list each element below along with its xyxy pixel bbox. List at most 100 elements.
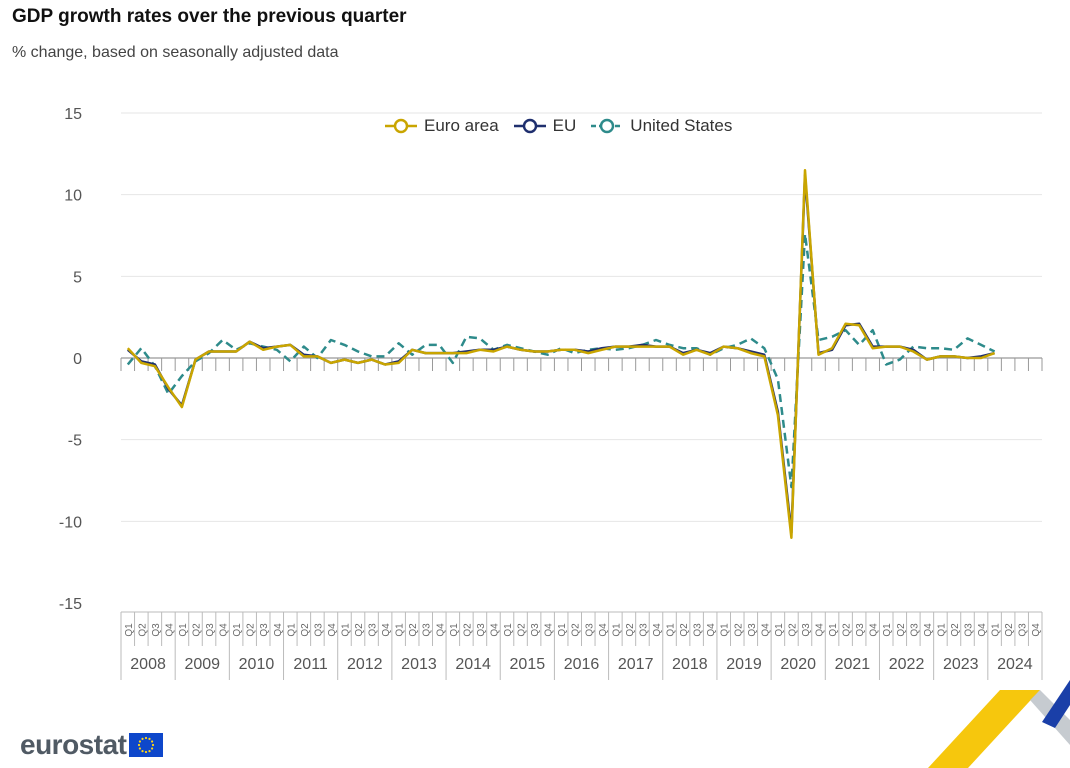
x-quarter-label: Q1 xyxy=(286,623,297,637)
x-year-label: 2016 xyxy=(564,656,600,673)
y-tick-label: -10 xyxy=(59,514,82,531)
x-quarter-label: Q3 xyxy=(638,623,649,637)
legend-label-eu: EU xyxy=(552,116,577,135)
x-quarter-label: Q1 xyxy=(991,623,1002,637)
x-quarter-label: Q1 xyxy=(232,623,243,637)
x-quarter-label: Q2 xyxy=(462,623,473,637)
x-quarter-label: Q4 xyxy=(977,623,988,637)
x-quarter-label: Q4 xyxy=(869,623,880,637)
x-quarter-label: Q4 xyxy=(706,623,717,637)
y-tick-label: 0 xyxy=(73,351,82,368)
x-quarter-label: Q2 xyxy=(137,623,148,637)
x-year-label: 2018 xyxy=(672,656,708,673)
legend-item-euro-area[interactable]: Euro area xyxy=(384,116,499,136)
x-year-label: 2019 xyxy=(726,656,762,673)
x-quarter-label: Q1 xyxy=(828,623,839,637)
y-tick-label: -15 xyxy=(59,596,82,613)
x-quarter-label: Q4 xyxy=(544,623,555,637)
x-quarter-label: Q3 xyxy=(530,623,541,637)
chart-grid xyxy=(120,112,1043,522)
x-year-label: 2020 xyxy=(780,656,816,673)
x-quarter-label: Q3 xyxy=(368,623,379,637)
chart-legend: Euro area EU United States xyxy=(384,116,732,136)
x-quarter-label: Q1 xyxy=(882,623,893,637)
x-quarter-label: Q4 xyxy=(1031,623,1042,637)
logo-text: eurostat xyxy=(20,729,127,760)
x-quarter-label: Q3 xyxy=(205,623,216,637)
x-quarter-label: Q4 xyxy=(219,623,230,637)
y-tick-label: 15 xyxy=(64,106,82,123)
x-quarter-label: Q4 xyxy=(435,623,446,637)
x-quarter-label: Q3 xyxy=(909,623,920,637)
x-year-label: 2022 xyxy=(889,656,925,673)
series-line-eu xyxy=(126,173,995,535)
x-quarter-label: Q4 xyxy=(381,623,392,637)
x-year-label: 2024 xyxy=(997,656,1033,673)
y-tick-label: 5 xyxy=(73,269,82,286)
legend-label-euro-area: Euro area xyxy=(424,116,499,135)
x-quarter-label: Q2 xyxy=(354,623,365,637)
x-year-label: 2014 xyxy=(455,656,491,673)
legend-marker-eu-icon xyxy=(513,118,546,134)
x-quarter-label: Q2 xyxy=(571,623,582,637)
x-quarter-label: Q1 xyxy=(936,623,947,637)
x-quarter-label: Q3 xyxy=(259,623,270,637)
legend-item-united-states[interactable]: United States xyxy=(590,116,732,136)
x-quarter-label: Q1 xyxy=(395,623,406,637)
x-quarter-label: Q3 xyxy=(584,623,595,637)
x-quarter-label: Q1 xyxy=(720,623,731,637)
x-quarter-label: Q1 xyxy=(449,623,460,637)
x-quarter-label: Q2 xyxy=(191,623,202,637)
x-quarter-label: Q3 xyxy=(801,623,812,637)
x-year-label: 2009 xyxy=(184,656,220,673)
x-quarter-label: Q2 xyxy=(842,623,853,637)
x-year-label: 2023 xyxy=(943,656,979,673)
x-year-label: 2021 xyxy=(835,656,871,673)
series-line-euro-area xyxy=(126,168,996,539)
x-axis: Q1 Q2 Q3 Q4 Q1 Q2 Q3 Q4 Q1 Q2 Q3 Q4 Q1 Q2 Q3 Q4 Q1 Q2 Q3 Q4… xyxy=(120,611,1043,680)
x-year-label: 2011 xyxy=(293,656,328,673)
x-quarter-label: Q2 xyxy=(625,623,636,637)
x-quarter-label: Q2 xyxy=(896,623,907,637)
eurostat-logo[interactable]: eurostat xyxy=(20,729,164,761)
x-quarter-label: Q1 xyxy=(557,623,568,637)
x-quarter-label: Q2 xyxy=(300,623,311,637)
x-year-label: 2013 xyxy=(401,656,437,673)
x-quarter-label: Q3 xyxy=(476,623,487,637)
x-quarter-label: Q2 xyxy=(679,623,690,637)
x-quarter-label: Q4 xyxy=(652,623,663,637)
series-line-us xyxy=(126,232,996,489)
x-quarter-label: Q1 xyxy=(611,623,622,637)
x-quarter-label: Q4 xyxy=(923,623,934,637)
x-quarter-label: Q4 xyxy=(327,623,338,637)
x-quarter-label: Q3 xyxy=(1018,623,1029,637)
x-quarter-label: Q1 xyxy=(124,623,135,637)
x-quarter-label: Q2 xyxy=(787,623,798,637)
x-quarter-label: Q2 xyxy=(408,623,419,637)
x-quarter-label: Q1 xyxy=(774,623,785,637)
x-quarter-label: Q2 xyxy=(246,623,257,637)
y-tick-label: -5 xyxy=(68,433,82,450)
x-year-label: 2015 xyxy=(510,656,546,673)
x-quarter-label: Q2 xyxy=(517,623,528,637)
x-quarter-label: Q1 xyxy=(503,623,514,637)
x-quarter-label: Q3 xyxy=(747,623,758,637)
y-tick-label: 10 xyxy=(64,188,82,205)
x-quarter-label: Q1 xyxy=(340,623,351,637)
x-quarter-label: Q3 xyxy=(855,623,866,637)
x-year-label: 2008 xyxy=(130,656,166,673)
x-quarter-label: Q4 xyxy=(760,623,771,637)
eu-flag-icon xyxy=(129,733,164,757)
x-quarter-label: Q2 xyxy=(733,623,744,637)
x-quarter-label: Q3 xyxy=(422,623,433,637)
x-quarter-label: Q2 xyxy=(950,623,961,637)
x-quarter-label: Q2 xyxy=(1004,623,1015,637)
x-quarter-label: Q4 xyxy=(273,623,284,637)
legend-item-eu[interactable]: EU xyxy=(513,116,577,136)
y-axis: 15 10 5 0 -5 -10 -15 xyxy=(59,106,82,613)
chart-series xyxy=(126,168,996,539)
x-quarter-label: Q3 xyxy=(964,623,975,637)
x-quarter-label: Q4 xyxy=(815,623,826,637)
chart-title: GDP growth rates over the previous quart… xyxy=(12,6,407,27)
